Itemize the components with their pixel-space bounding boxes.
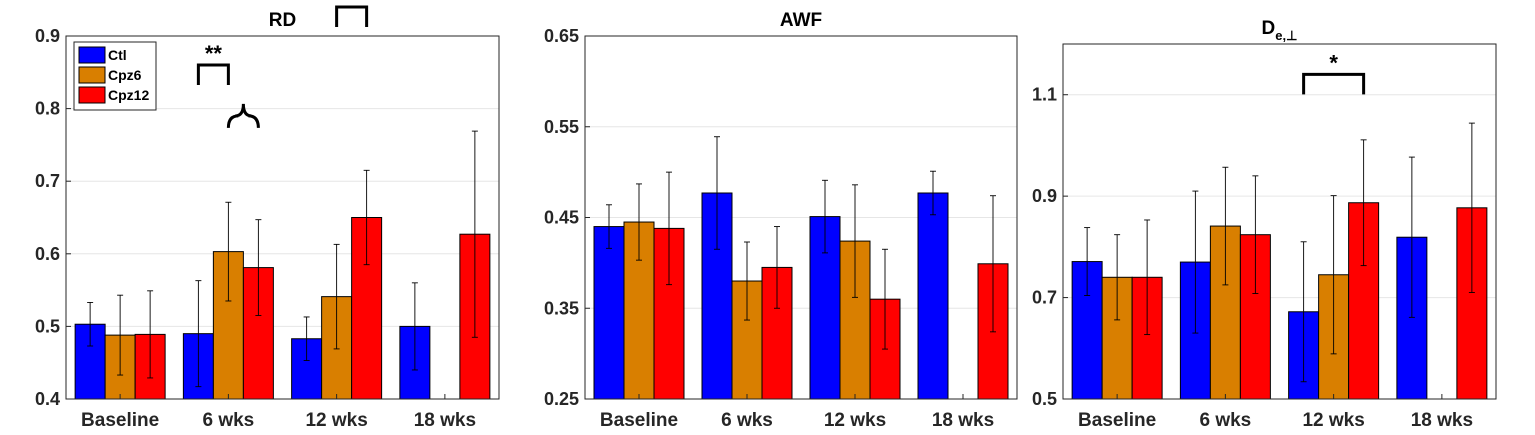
y-tick-label: 0.7 bbox=[35, 171, 60, 191]
y-tick-label: 0.45 bbox=[544, 208, 579, 228]
legend-swatch-cpz6 bbox=[78, 66, 106, 84]
panel-2: 0.25 0.35 0.45 0.55 0.65 Baseline 6 wks 12 wks 1… bbox=[544, 10, 1018, 431]
bar-ctl bbox=[917, 192, 949, 400]
panel-1: 0.4 0.5 0.6 0.7 0.8 0.9 Baseline 6 wks 12 wks 18 … bbox=[35, 0, 500, 431]
legend-swatch-cpz12 bbox=[78, 86, 106, 104]
x-tick-label: Baseline bbox=[1078, 410, 1156, 431]
panel-3: 0.5 0.7 0.9 1.1 Baseline 6 wks 12 wks 18 wks De,… bbox=[1032, 18, 1497, 431]
significance-label: * bbox=[1329, 50, 1338, 75]
legend-swatch-ctl bbox=[78, 46, 106, 64]
y-tick-label: 0.5 bbox=[1032, 389, 1057, 409]
x-tick-label: 18 wks bbox=[414, 410, 476, 431]
y-tick-label: 0.4 bbox=[35, 389, 60, 409]
y-tick-label: 0.9 bbox=[1032, 186, 1057, 206]
y-tick-label: 0.9 bbox=[35, 26, 60, 46]
y-tick-label: 0.5 bbox=[35, 316, 60, 336]
x-tick-label: Baseline bbox=[600, 410, 678, 431]
y-tick-label: 0.55 bbox=[544, 117, 579, 137]
y-tick-label: 0.25 bbox=[544, 389, 579, 409]
x-tick-label: 6 wks bbox=[721, 410, 773, 431]
x-tick-label: Baseline bbox=[81, 410, 159, 431]
significance-label: ** bbox=[205, 41, 223, 66]
chart-title: AWF bbox=[780, 10, 822, 31]
x-tick-label: 12 wks bbox=[305, 410, 367, 431]
y-tick-label: 0.6 bbox=[35, 244, 60, 264]
x-tick-label: 6 wks bbox=[202, 410, 254, 431]
x-tick-label: 18 wks bbox=[1411, 410, 1473, 431]
y-tick-label: 1.1 bbox=[1032, 85, 1057, 105]
y-tick-label: 0.65 bbox=[544, 26, 579, 46]
significance-bracket bbox=[196, 63, 230, 86]
chart-title: De,⊥ bbox=[1262, 18, 1298, 43]
legend-label: Cpz6 bbox=[108, 67, 142, 83]
y-tick-label: 0.35 bbox=[544, 298, 579, 318]
significance-bracket bbox=[335, 5, 369, 27]
chart-title: RD bbox=[269, 10, 296, 31]
significance-label: ** bbox=[343, 0, 361, 8]
x-tick-label: 18 wks bbox=[932, 410, 994, 431]
significance-bracket bbox=[1302, 72, 1366, 95]
axes-box bbox=[65, 35, 500, 400]
x-tick-label: 12 wks bbox=[1302, 410, 1364, 431]
axes-box bbox=[584, 35, 1018, 400]
legend: Ctl Cpz6 Cpz12 bbox=[73, 41, 157, 111]
y-tick-label: 0.7 bbox=[1032, 288, 1057, 308]
bar-ctl bbox=[593, 226, 625, 400]
legend-label: Ctl bbox=[108, 47, 127, 63]
x-tick-label: 6 wks bbox=[1199, 410, 1251, 431]
significance-brace bbox=[226, 103, 260, 128]
x-tick-label: 12 wks bbox=[824, 410, 886, 431]
legend-label: Cpz12 bbox=[108, 87, 149, 103]
axes-box bbox=[1062, 43, 1497, 400]
y-tick-label: 0.8 bbox=[35, 99, 60, 119]
